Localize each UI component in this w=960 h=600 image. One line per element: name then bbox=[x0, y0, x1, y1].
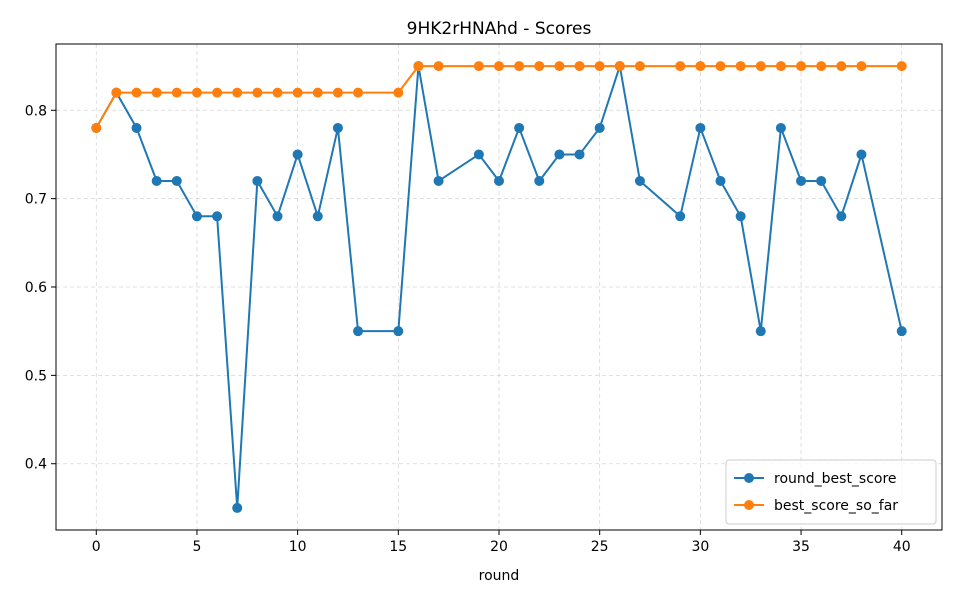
x-tick-label: 25 bbox=[591, 539, 609, 555]
data-point bbox=[675, 211, 686, 222]
data-point bbox=[796, 175, 807, 186]
y-tick-label: 0.5 bbox=[25, 368, 47, 384]
data-point bbox=[393, 326, 404, 337]
data-point bbox=[131, 87, 142, 98]
data-point bbox=[514, 122, 525, 133]
data-point bbox=[735, 61, 746, 72]
data-point bbox=[111, 87, 122, 98]
data-point bbox=[816, 175, 827, 186]
data-point bbox=[433, 61, 444, 72]
data-point bbox=[151, 87, 162, 98]
data-point bbox=[816, 61, 827, 72]
legend: round_best_score best_score_so_far bbox=[725, 459, 937, 525]
data-point bbox=[634, 61, 645, 72]
x-tick-label: 20 bbox=[490, 539, 508, 555]
data-point bbox=[775, 61, 786, 72]
data-point bbox=[292, 87, 303, 98]
legend-swatch-marker bbox=[744, 473, 754, 483]
data-point bbox=[695, 61, 706, 72]
ticks: 0 5 10 15 20 25 30 35 40 0.4 0.5 0.6 0.7 0.8 bbox=[25, 103, 911, 555]
data-point bbox=[232, 87, 243, 98]
data-point bbox=[796, 61, 807, 72]
data-point bbox=[413, 61, 424, 72]
data-point bbox=[836, 211, 847, 222]
data-point bbox=[232, 502, 243, 513]
data-point bbox=[212, 211, 223, 222]
data-point bbox=[272, 211, 283, 222]
data-point bbox=[151, 175, 162, 186]
data-point bbox=[191, 211, 202, 222]
x-tick-label: 40 bbox=[893, 539, 911, 555]
data-point bbox=[252, 175, 263, 186]
data-point bbox=[775, 122, 786, 133]
x-tick-label: 5 bbox=[192, 539, 201, 555]
data-point bbox=[755, 61, 766, 72]
data-point bbox=[494, 61, 504, 72]
data-point bbox=[332, 122, 343, 133]
data-point bbox=[312, 211, 323, 222]
data-point bbox=[856, 61, 867, 72]
legend-label: round_best_score bbox=[774, 471, 897, 487]
data-point bbox=[332, 87, 343, 98]
data-point bbox=[755, 326, 766, 337]
data-point bbox=[91, 122, 102, 133]
x-tick-label: 35 bbox=[792, 539, 810, 555]
data-point bbox=[554, 149, 565, 160]
data-point bbox=[715, 175, 726, 186]
data-point bbox=[896, 61, 907, 72]
data-point bbox=[191, 87, 202, 98]
data-point bbox=[594, 61, 605, 72]
data-point bbox=[473, 61, 484, 72]
y-tick-label: 0.8 bbox=[25, 103, 47, 119]
data-point bbox=[393, 87, 404, 98]
legend-box bbox=[725, 459, 937, 525]
data-point bbox=[514, 61, 525, 72]
data-point bbox=[634, 175, 645, 186]
x-tick-label: 10 bbox=[289, 539, 307, 555]
data-point bbox=[675, 61, 686, 72]
legend-item: best_score_so_far bbox=[734, 498, 898, 514]
legend-swatch-marker bbox=[744, 500, 754, 510]
data-point bbox=[171, 87, 182, 98]
y-tick-label: 0.6 bbox=[25, 280, 47, 296]
data-point bbox=[735, 211, 746, 222]
data-point bbox=[292, 149, 303, 160]
data-point bbox=[212, 87, 223, 98]
data-point bbox=[473, 149, 484, 160]
x-tick-label: 15 bbox=[389, 539, 407, 555]
data-point bbox=[353, 87, 364, 98]
data-point bbox=[433, 175, 444, 186]
data-point bbox=[715, 61, 726, 72]
data-point bbox=[594, 122, 605, 133]
legend-label: best_score_so_far bbox=[774, 498, 898, 514]
data-point bbox=[574, 61, 585, 72]
data-point bbox=[312, 87, 323, 98]
data-point bbox=[171, 175, 182, 186]
data-point bbox=[896, 326, 907, 337]
y-tick-label: 0.4 bbox=[25, 457, 47, 473]
data-point bbox=[353, 326, 364, 337]
data-point bbox=[574, 149, 585, 160]
data-point bbox=[836, 61, 847, 72]
data-point bbox=[614, 61, 625, 72]
x-axis-label: round bbox=[479, 568, 520, 584]
series-layer bbox=[91, 61, 907, 513]
data-point bbox=[856, 149, 867, 160]
y-tick-label: 0.7 bbox=[25, 192, 47, 208]
x-tick-label: 0 bbox=[92, 539, 101, 555]
series-best_score_so_far bbox=[91, 61, 907, 133]
data-point bbox=[272, 87, 283, 98]
data-point bbox=[252, 87, 263, 98]
x-tick-label: 30 bbox=[691, 539, 709, 555]
data-point bbox=[494, 175, 504, 186]
chart-title: 9HK2rHNAhd - Scores bbox=[407, 19, 592, 39]
legend-item: round_best_score bbox=[734, 471, 897, 487]
data-point bbox=[554, 61, 565, 72]
data-point bbox=[534, 61, 545, 72]
data-point bbox=[534, 175, 545, 186]
data-point bbox=[695, 122, 706, 133]
data-point bbox=[131, 122, 142, 133]
